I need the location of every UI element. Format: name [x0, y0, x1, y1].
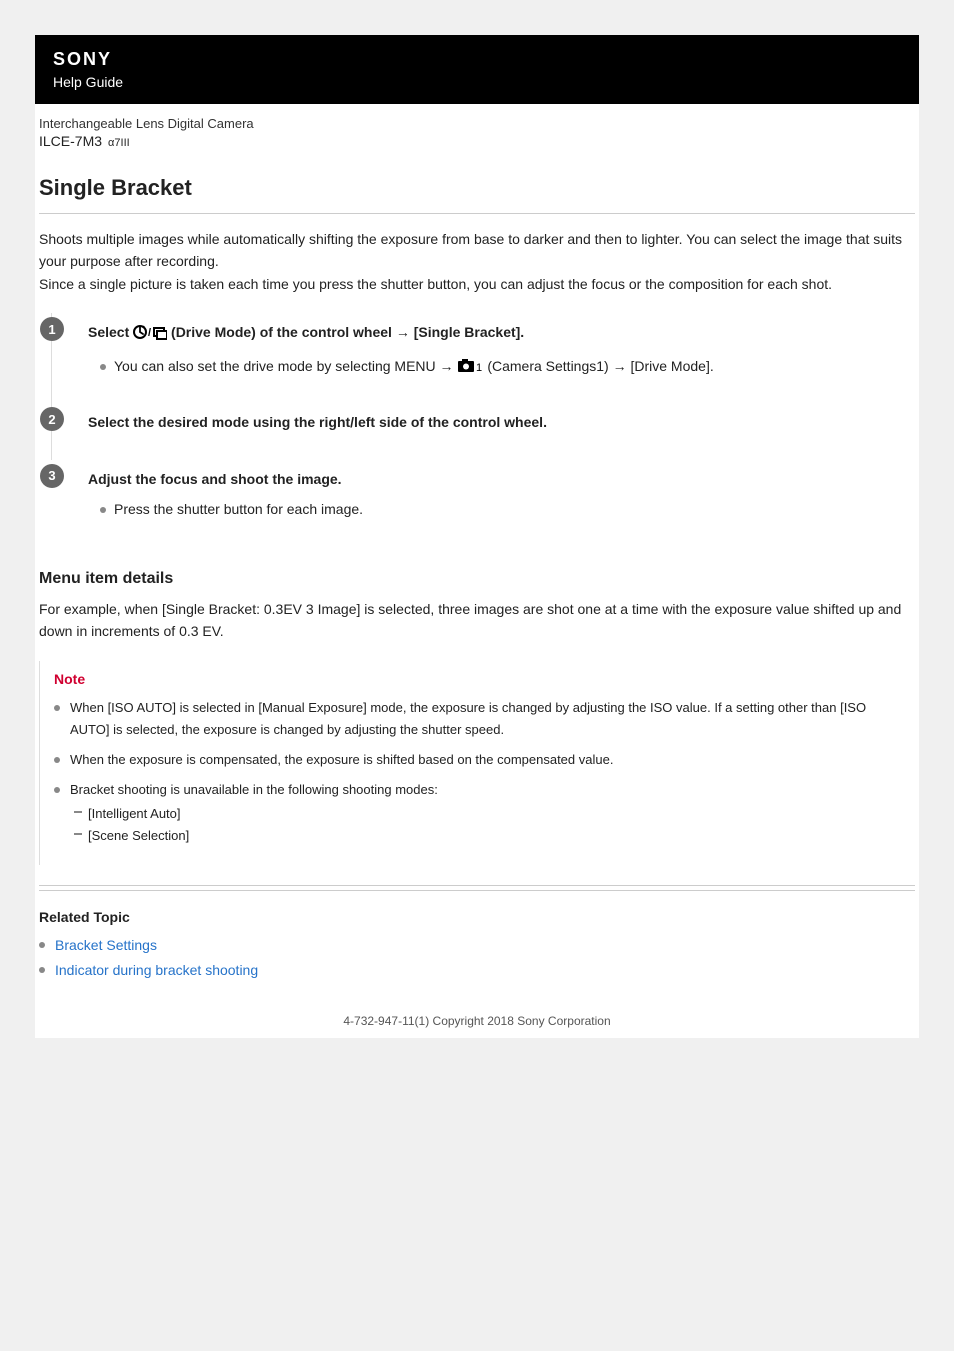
steps: 1 Select / [39, 313, 915, 544]
intro-text: Shoots multiple images while automatical… [39, 228, 915, 295]
note-item: Bracket shooting is unavailable in the f… [54, 779, 901, 847]
drive-mode-icon: / [133, 324, 167, 346]
related-title: Related Topic [39, 909, 915, 925]
camera-settings1-icon: 1 [457, 358, 483, 382]
svg-text:1: 1 [476, 362, 482, 374]
svg-text:/: / [148, 327, 151, 339]
step-sub-item: You can also set the drive mode by selec… [100, 355, 915, 382]
related-link-item: Bracket Settings [39, 933, 915, 958]
footer-copyright: 4-732-947-11(1) Copyright 2018 Sony Corp… [39, 984, 915, 1038]
step-3: 3 Adjust the focus and shoot the image. … [51, 460, 915, 544]
step-badge: 2 [40, 407, 64, 431]
step-heading: Select / [88, 321, 915, 346]
header: SONY Help Guide [35, 35, 919, 104]
related-link[interactable]: Bracket Settings [55, 937, 157, 953]
step-badge: 3 [40, 464, 64, 488]
guide-label: Help Guide [53, 74, 901, 90]
related-link[interactable]: Indicator during bracket shooting [55, 962, 258, 978]
step-heading: Select the desired mode using the right/… [88, 411, 915, 433]
note-list: When [ISO AUTO] is selected in [Manual E… [54, 697, 901, 848]
step-sub-item: Press the shutter button for each image. [100, 498, 915, 522]
brand-logo: SONY [53, 49, 901, 70]
product-description: Interchangeable Lens Digital Camera [39, 116, 915, 131]
note-sub-item: [Intelligent Auto] [74, 803, 901, 825]
note-item: When [ISO AUTO] is selected in [Manual E… [54, 697, 901, 741]
related-link-item: Indicator during bracket shooting [39, 958, 915, 983]
menu-details-body: For example, when [Single Bracket: 0.3EV… [39, 598, 915, 643]
page-title: Single Bracket [39, 175, 915, 201]
step-badge: 1 [40, 317, 64, 341]
divider [39, 213, 915, 214]
step-heading: Adjust the focus and shoot the image. [88, 468, 915, 490]
note-label: Note [54, 671, 901, 687]
menu-details-title: Menu item details [39, 570, 915, 588]
product-model: ILCE-7M3α7III [39, 133, 915, 149]
note-sub-item: [Scene Selection] [74, 825, 901, 847]
step-2: 2 Select the desired mode using the righ… [51, 403, 915, 459]
related-section: Related Topic Bracket Settings Indicator… [39, 885, 915, 983]
note-item: When the exposure is compensated, the ex… [54, 749, 901, 771]
note-box: Note When [ISO AUTO] is selected in [Man… [39, 661, 915, 866]
step-1: 1 Select / [51, 313, 915, 403]
product-meta: Interchangeable Lens Digital Camera ILCE… [39, 104, 915, 153]
